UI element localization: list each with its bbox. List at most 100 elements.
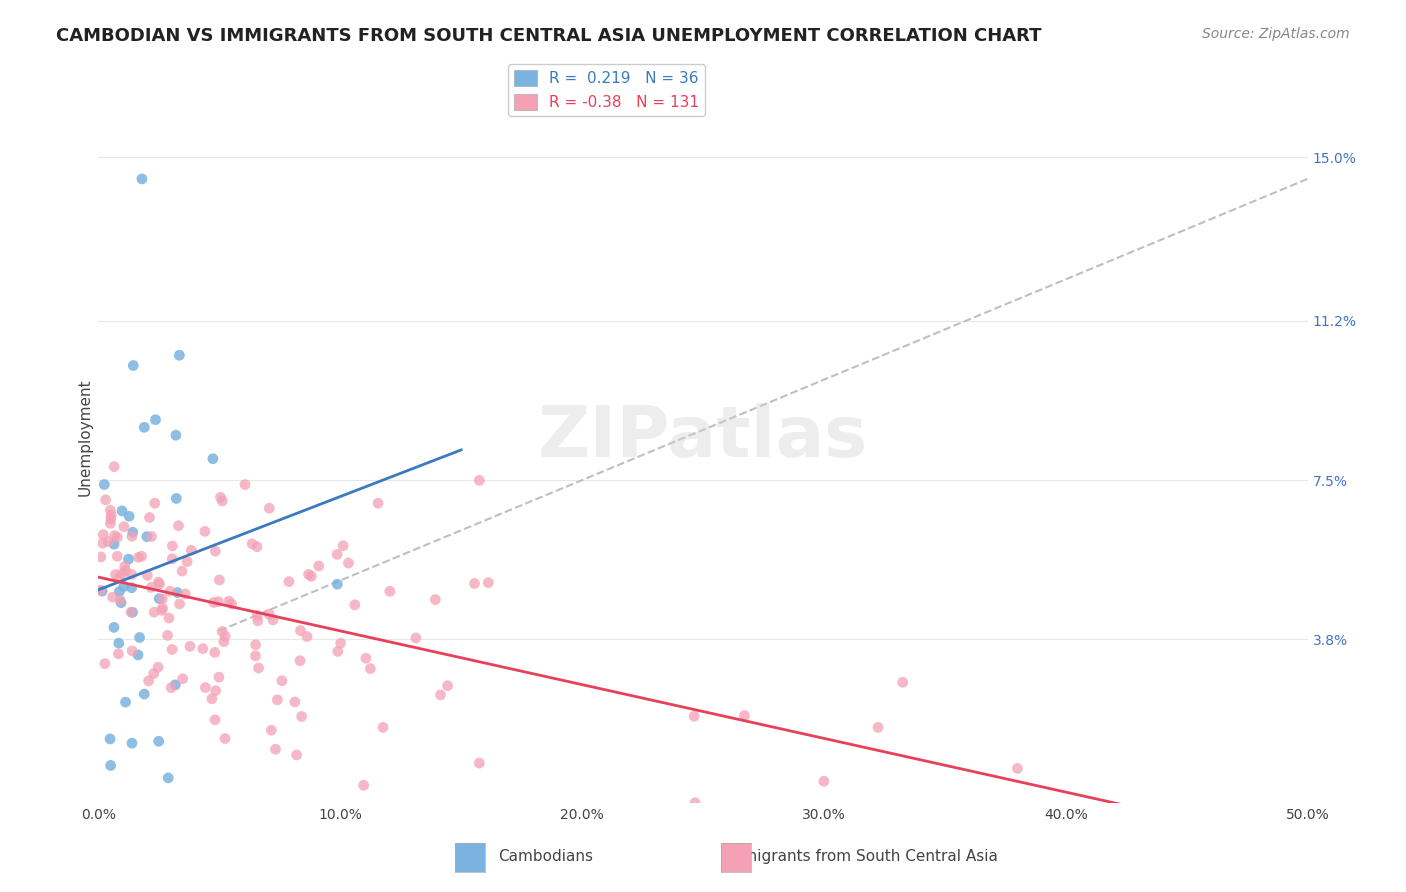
Point: [813, 774, 835, 789]
Point: [141, 580, 163, 594]
Point: [100, 758, 122, 772]
Point: [201, 691, 224, 706]
Point: [179, 640, 201, 654]
Point: [204, 713, 226, 727]
Point: [259, 501, 281, 516]
Point: [117, 552, 139, 566]
Point: [112, 519, 135, 533]
Point: [240, 537, 263, 551]
Point: [145, 413, 167, 427]
Point: [107, 636, 129, 650]
Point: [167, 518, 190, 533]
Point: [172, 672, 194, 686]
Point: [260, 723, 283, 738]
Point: [98, 731, 121, 746]
Point: [246, 540, 269, 554]
Point: [326, 577, 349, 591]
Point: [112, 580, 135, 594]
Point: [100, 516, 122, 531]
Point: [152, 601, 174, 615]
Point: [93, 477, 115, 491]
Point: [108, 584, 131, 599]
Text: Immigrants from South Central Asia: Immigrants from South Central Asia: [723, 849, 998, 864]
Point: [138, 673, 160, 688]
Point: [114, 695, 136, 709]
Point: [245, 648, 267, 663]
Point: [103, 459, 125, 474]
Point: [121, 605, 143, 619]
Point: [194, 524, 217, 539]
Point: [326, 644, 349, 658]
Point: [191, 641, 214, 656]
Point: [135, 530, 157, 544]
Point: [288, 654, 311, 668]
Point: [683, 709, 706, 723]
Point: [148, 591, 170, 606]
Point: [111, 566, 134, 581]
Point: [162, 551, 184, 566]
Point: [143, 605, 166, 619]
Point: [104, 567, 127, 582]
Point: [107, 571, 129, 585]
Point: [121, 567, 143, 582]
Point: [150, 591, 173, 606]
Point: [101, 590, 124, 604]
Point: [343, 598, 366, 612]
Point: [208, 573, 231, 587]
Point: [121, 736, 143, 750]
Point: [468, 756, 491, 770]
Point: [354, 651, 377, 665]
Point: [100, 512, 122, 526]
Text: Cambodians: Cambodians: [498, 849, 593, 864]
Point: [176, 555, 198, 569]
Point: [278, 574, 301, 589]
Point: [90, 549, 112, 564]
Point: [127, 550, 149, 565]
Point: [157, 771, 180, 785]
Point: [148, 575, 170, 590]
Point: [156, 628, 179, 642]
Point: [295, 630, 318, 644]
Point: [477, 575, 499, 590]
Point: [332, 539, 354, 553]
Point: [104, 528, 127, 542]
Point: [180, 543, 202, 558]
Point: [271, 673, 294, 688]
Point: [105, 530, 128, 544]
Point: [166, 585, 188, 599]
Point: [211, 624, 233, 639]
Point: [128, 631, 150, 645]
Point: [159, 584, 181, 599]
Point: [118, 509, 141, 524]
Point: [353, 778, 375, 792]
Point: [160, 681, 183, 695]
Point: [146, 660, 169, 674]
Point: [209, 490, 232, 504]
Point: [174, 587, 197, 601]
Point: [172, 564, 194, 578]
Point: [245, 638, 267, 652]
Point: [221, 597, 243, 611]
Point: [284, 695, 307, 709]
Legend: R =  0.219   N = 36, R = -0.38   N = 131: R = 0.219 N = 36, R = -0.38 N = 131: [508, 64, 704, 116]
Point: [165, 491, 187, 506]
Point: [866, 720, 889, 734]
Point: [111, 504, 134, 518]
Point: [257, 607, 280, 622]
Point: [141, 529, 163, 543]
Point: [100, 508, 122, 523]
Point: [91, 584, 114, 599]
Point: [463, 576, 485, 591]
Point: [107, 647, 129, 661]
Point: [150, 603, 173, 617]
Point: [108, 593, 131, 607]
Point: [136, 568, 159, 582]
Point: [94, 657, 117, 671]
Point: [204, 645, 226, 659]
Point: [233, 477, 256, 491]
Point: [214, 629, 236, 643]
Point: [378, 584, 401, 599]
Point: [264, 742, 287, 756]
Point: [291, 709, 314, 723]
Point: [266, 693, 288, 707]
